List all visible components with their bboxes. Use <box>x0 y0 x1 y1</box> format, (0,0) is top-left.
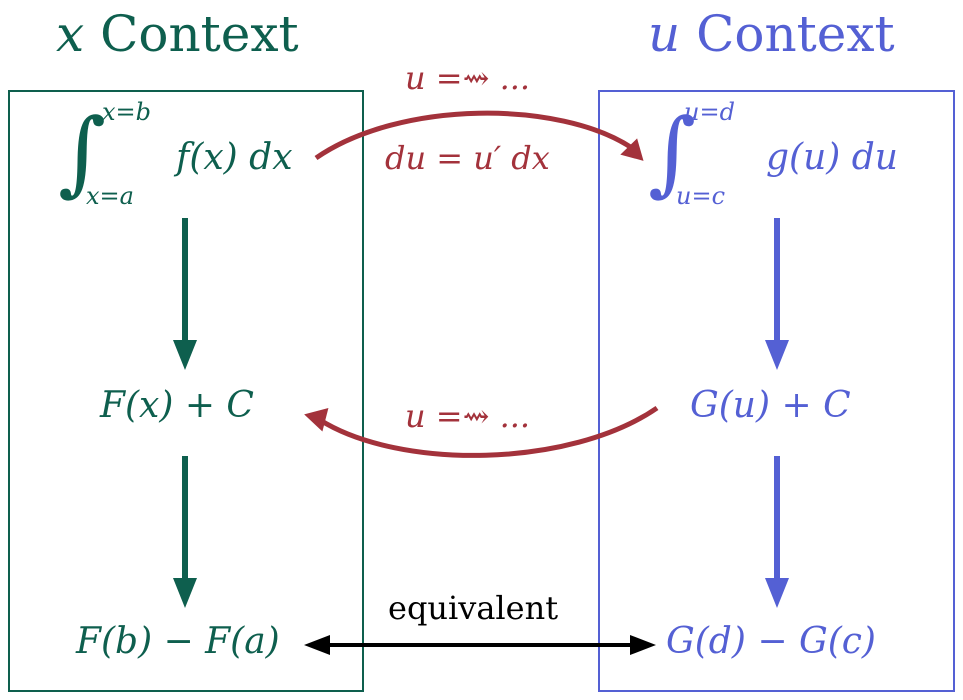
integral-sign: ∫ <box>648 99 696 206</box>
x-context-heading: x Context <box>56 2 299 66</box>
u-integrand: g(u) du <box>766 137 898 178</box>
u-lower-limit: u=c <box>676 182 726 210</box>
x-down-arrow-1 <box>173 218 197 370</box>
differential-label: du = u′ dx <box>385 139 550 177</box>
u-antiderivative: G(u) + C <box>690 385 851 426</box>
x-integrand: f(x) dx <box>176 137 293 178</box>
u-down-arrow-2 <box>765 456 789 608</box>
x-context-box <box>8 90 364 692</box>
x-antiderivative: F(x) + C <box>100 385 254 426</box>
u-upper-limit: u=d <box>684 98 735 126</box>
forward-substitution-arrow <box>314 110 644 161</box>
u-evaluation: G(d) − G(c) <box>666 621 876 662</box>
u-context-variable: u <box>648 5 681 63</box>
integral-sign: ∫ <box>58 99 106 206</box>
x-down-arrow-2 <box>173 456 197 608</box>
x-evaluation: F(b) − F(a) <box>76 621 280 662</box>
u-context-box <box>598 90 955 692</box>
u-context-title: Context <box>696 5 895 63</box>
u-down-arrow-1 <box>765 218 789 370</box>
u-context-heading: u Context <box>648 2 895 66</box>
back-substitution-label: u =⇝ ... <box>405 397 531 435</box>
equivalence-label: equivalent <box>388 589 559 627</box>
equivalence-double-arrow <box>304 635 656 655</box>
x-context-variable: x <box>56 5 85 63</box>
x-lower-limit: x=a <box>86 182 134 210</box>
x-upper-limit: x=b <box>102 98 152 126</box>
x-context-title: Context <box>100 5 299 63</box>
forward-substitution-label: u =⇝ ... <box>405 59 531 97</box>
back-substitution-arrow <box>304 405 659 458</box>
